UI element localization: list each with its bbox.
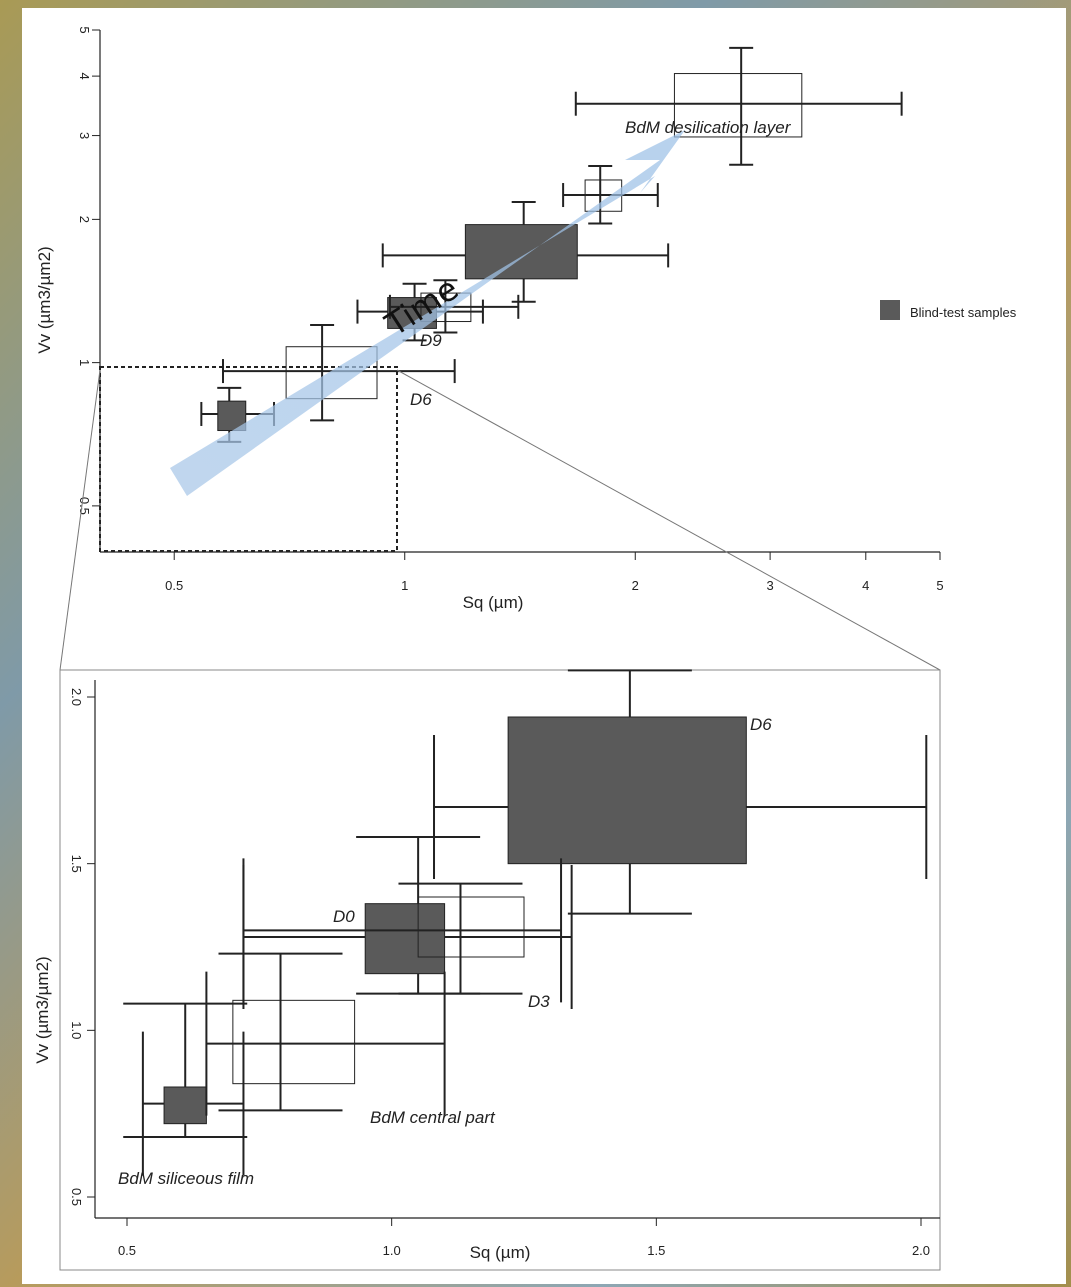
top-y-tick-label: 3: [77, 132, 92, 139]
zoom-region-box: [99, 366, 398, 552]
top-open-box: [673, 73, 803, 138]
top-filled-box: [217, 400, 247, 432]
top-open-box: [285, 346, 378, 400]
bottom-chart: 0.5 1.0 1.5 2.0 0.5 1.0 1.5 2.0 Sq (µm) Vv (µm3…: [33, 669, 941, 1271]
bottom-filled-box: [163, 1086, 207, 1125]
bottom-open-box: [417, 896, 525, 958]
top-open-box: [420, 292, 472, 323]
annotation-d9: D9: [420, 331, 442, 350]
annotation-d3: D3: [528, 992, 550, 1011]
bottom-open-box: [232, 999, 356, 1085]
top-x-tick-label: 5: [936, 578, 943, 593]
annotation-siliceous-film: BdM siliceous film: [118, 1169, 254, 1188]
top-y-axis-title: Vv (µm3/µm2): [35, 246, 54, 353]
bottom-x-axis-title: Sq (µm): [470, 1243, 531, 1262]
legend-swatch: [880, 300, 900, 320]
bottom-ticks: 0.5 1.0 1.5 2.0 0.5 1.0 1.5 2.0: [69, 688, 930, 1258]
annotation-d0: D0: [333, 907, 355, 926]
top-x-tick-label: 2: [632, 578, 639, 593]
top-x-tick-label: 4: [862, 578, 869, 593]
bottom-filled-box: [364, 903, 446, 975]
annotation-desilication: BdM desilication layer: [625, 118, 792, 137]
annotation-d6-bottom: D6: [750, 715, 772, 734]
bottom-x-tick-label: 2.0: [912, 1243, 930, 1258]
annotation-central-part: BdM central part: [370, 1108, 496, 1127]
bottom-marks: [123, 669, 928, 1176]
bottom-chart-border: [59, 669, 941, 1271]
top-y-tick-label: 4: [77, 73, 92, 80]
top-y-tick-label: 0.5: [77, 497, 92, 515]
bottom-y-tick-label: 2.0: [69, 688, 84, 706]
zoom-connector-right: [396, 369, 941, 671]
zoom-connector-left: [59, 369, 101, 671]
bottom-filled-box: [507, 716, 747, 865]
top-y-tick-label: 5: [77, 26, 92, 33]
bottom-y-tick-label: 1.5: [69, 855, 84, 873]
top-x-tick-label: 1: [401, 578, 408, 593]
top-x-tick-label: 3: [766, 578, 773, 593]
top-y-tick-label: 1: [77, 359, 92, 366]
top-x-axis-title: Sq (µm): [463, 593, 524, 612]
figure-panel: [22, 8, 1066, 1284]
bottom-x-tick-label: 0.5: [118, 1243, 136, 1258]
top-ticks: 0.5 1 2 3 4 5 0.5 1 2 3 4 5: [77, 26, 944, 593]
bottom-y-axis-title: Vv (µm3/µm2): [33, 956, 52, 1063]
bottom-x-tick-label: 1.5: [647, 1243, 665, 1258]
top-y-tick-label: 2: [77, 216, 92, 223]
legend-label: Blind-test samples: [910, 305, 1017, 320]
bottom-x-tick-label: 1.0: [383, 1243, 401, 1258]
annotation-d6-top: D6: [410, 390, 432, 409]
time-arrow: [170, 130, 685, 496]
bottom-y-tick-label: 0.5: [69, 1188, 84, 1206]
top-x-tick-label: 0.5: [165, 578, 183, 593]
bottom-y-tick-label: 1.0: [69, 1021, 84, 1039]
top-marks: [200, 46, 903, 443]
